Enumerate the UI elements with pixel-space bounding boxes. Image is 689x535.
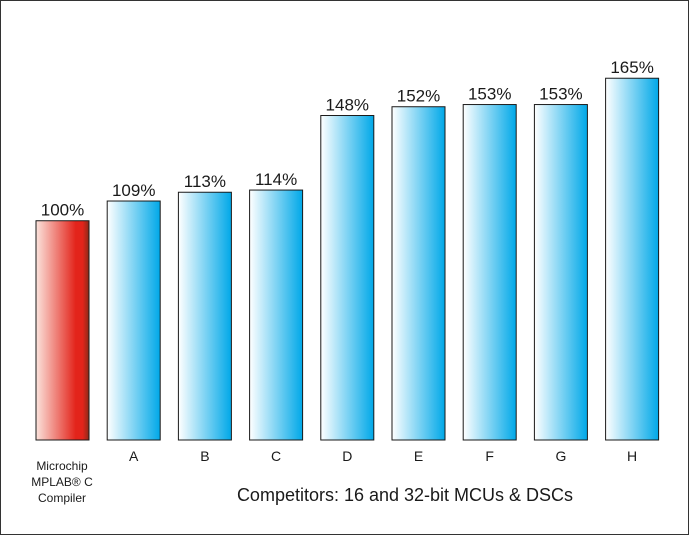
category-tick-label: F <box>485 448 494 464</box>
category-label-line: Compiler <box>38 491 86 505</box>
value-label: 148% <box>326 96 369 115</box>
category-tick-label: A <box>129 448 139 464</box>
bar-d <box>320 115 375 441</box>
bar-g <box>533 104 588 441</box>
bar-c <box>249 189 304 441</box>
category-tick-label: B <box>200 448 209 464</box>
category-tick-label: C <box>271 448 281 464</box>
value-labels-group: 100% 109% 113% 114% 148% 152% 153% 153% 165% <box>41 58 654 220</box>
bar-h <box>605 77 660 441</box>
bar-f <box>462 104 517 441</box>
value-label: 113% <box>184 172 226 191</box>
category-label-line: Microchip <box>36 459 88 473</box>
x-axis-title: Competitors: 16 and 32-bit MCUs & DSCs <box>237 485 573 505</box>
value-label: 152% <box>397 87 440 106</box>
tick-labels-group: Microchip MPLAB® C Compiler A B C D E F G H <box>31 448 637 505</box>
bar-a <box>106 200 161 441</box>
value-label: 114% <box>255 170 297 189</box>
category-tick-label: E <box>414 448 423 464</box>
bars-group <box>35 77 660 441</box>
category-tick-label: H <box>627 448 637 464</box>
bar-microchip <box>35 220 90 441</box>
value-label: 153% <box>539 85 582 104</box>
bar-e <box>391 106 446 441</box>
bar-b <box>177 191 232 441</box>
value-label: 165% <box>610 58 653 77</box>
value-label: 109% <box>112 181 155 200</box>
category-tick-label: D <box>342 448 352 464</box>
value-label: 100% <box>41 201 84 220</box>
category-tick-label: G <box>555 448 566 464</box>
category-label-line: MPLAB® C <box>31 475 93 489</box>
value-label: 153% <box>468 85 511 104</box>
